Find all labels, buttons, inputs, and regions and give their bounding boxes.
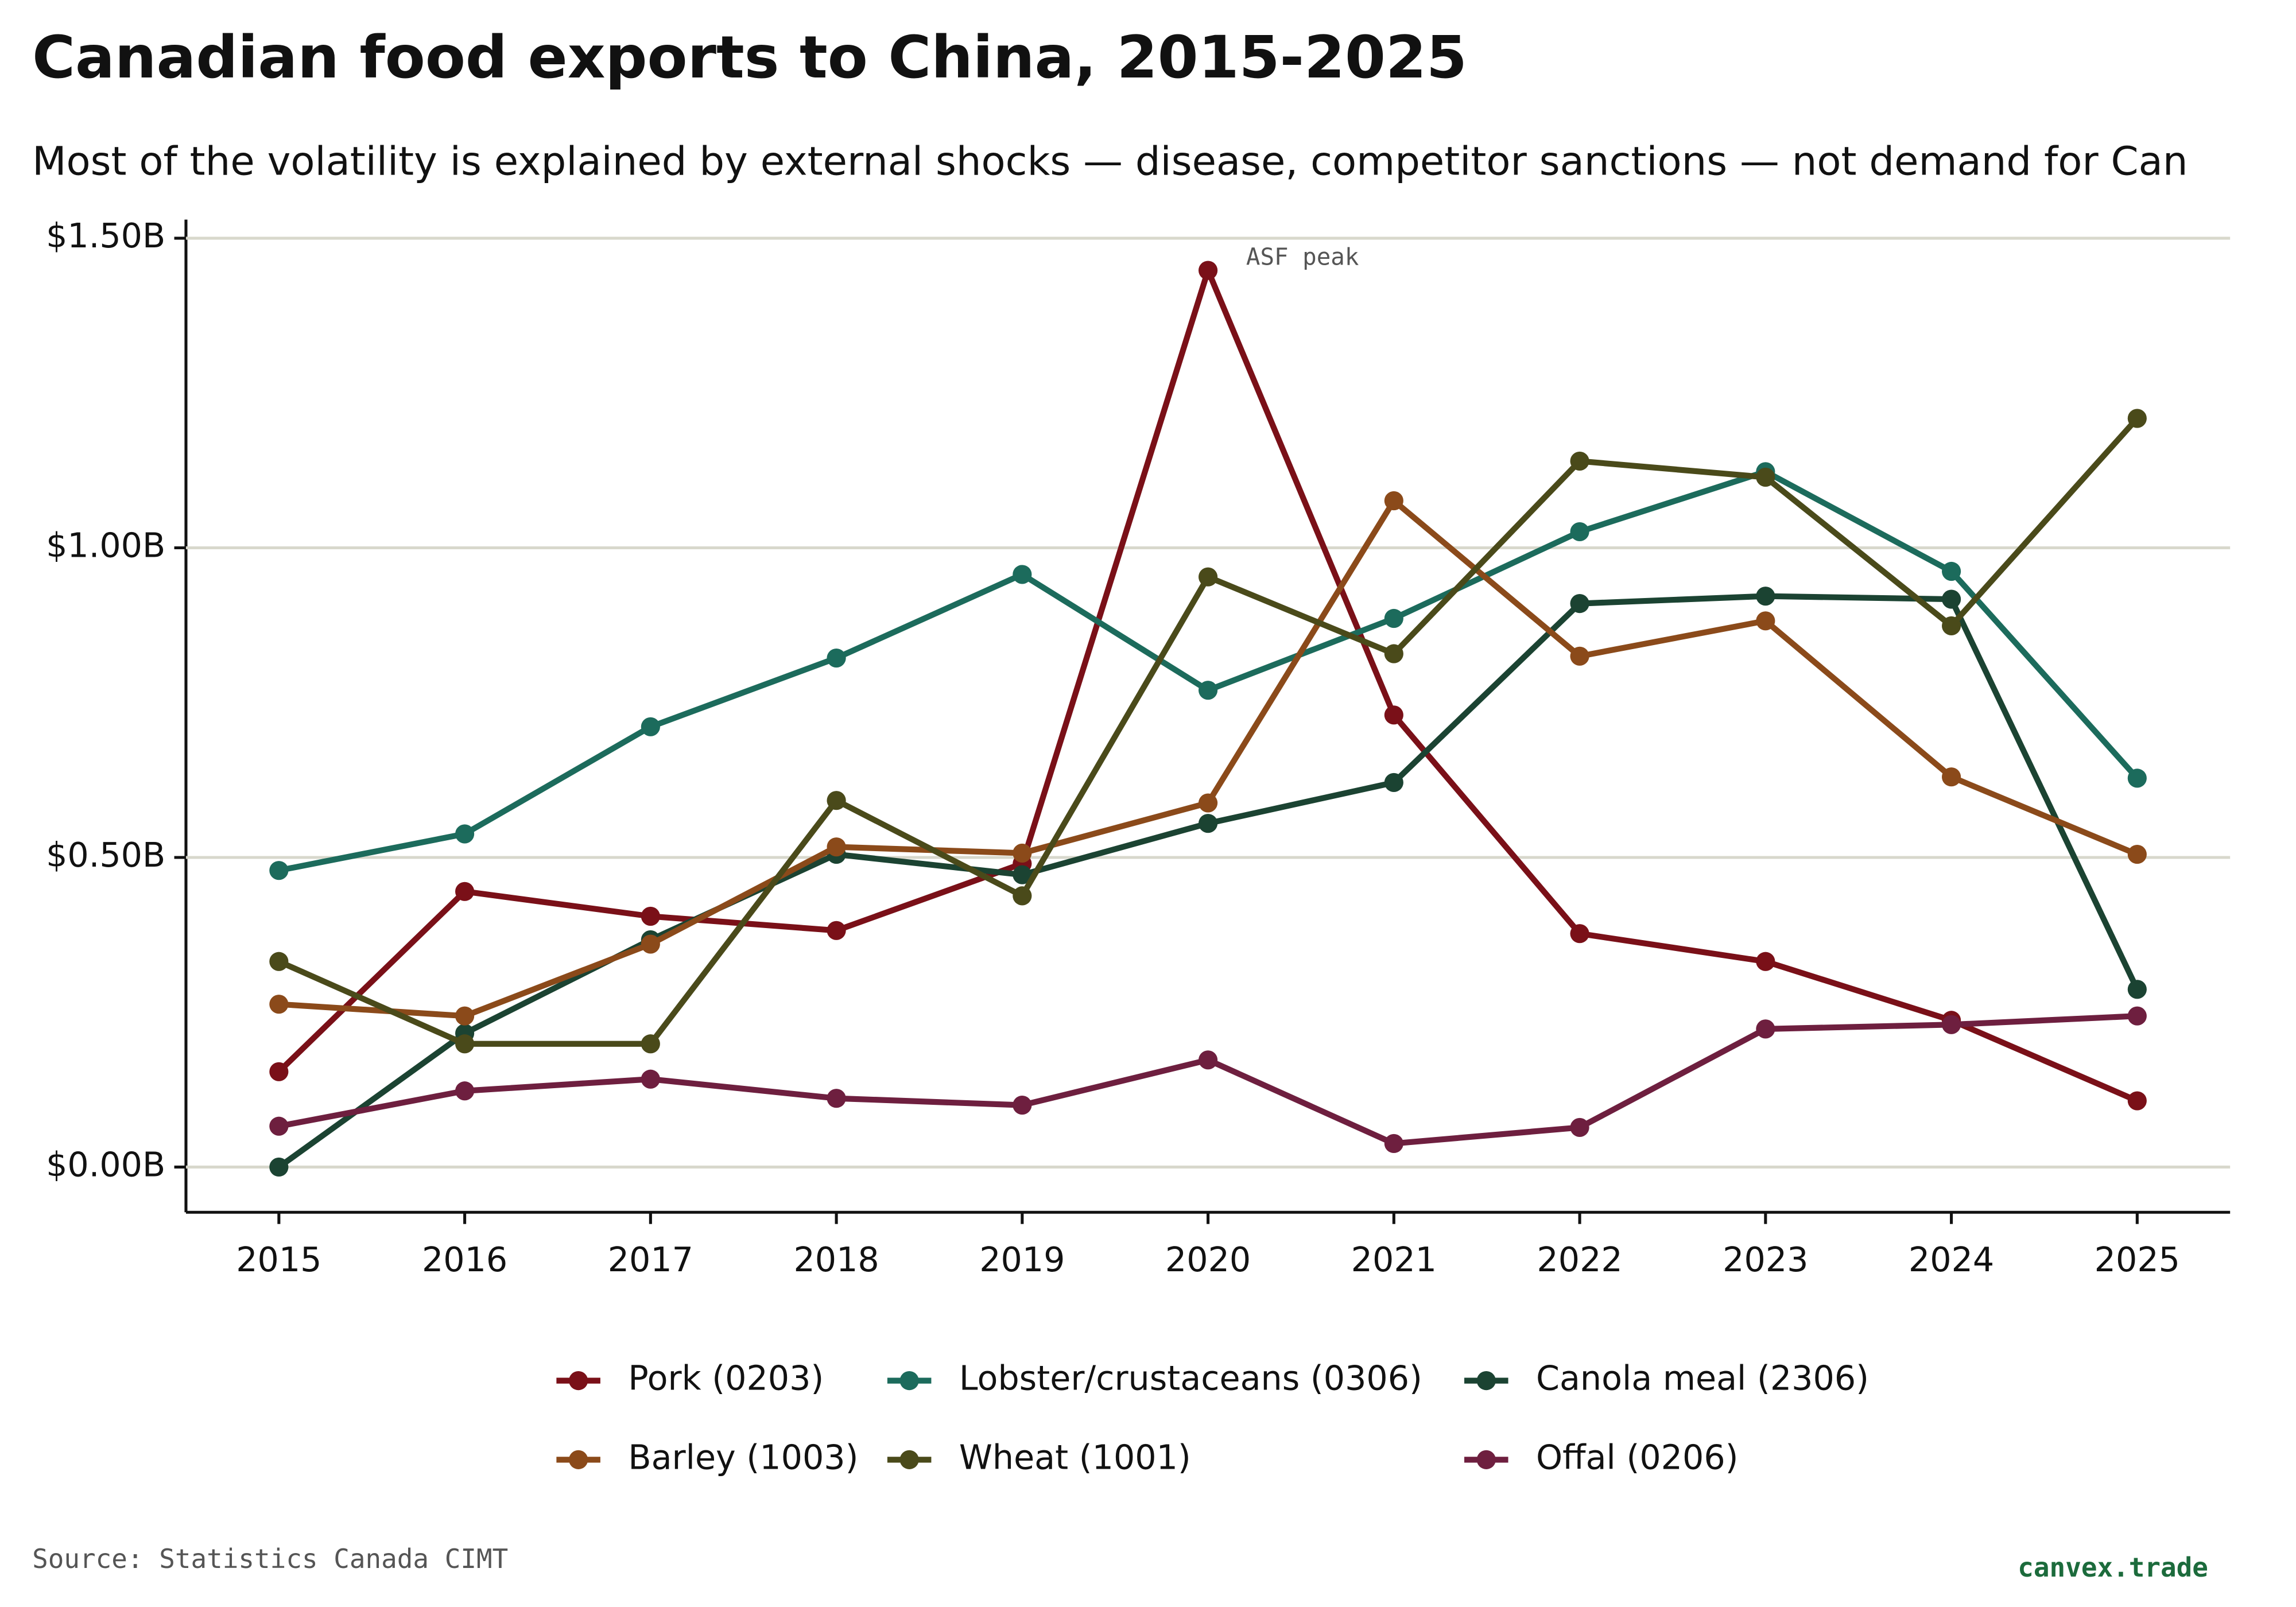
x-tick-label: 2016 <box>422 1240 507 1279</box>
x-tick-label: 2022 <box>1537 1240 1622 1279</box>
data-point <box>2127 1006 2147 1026</box>
data-point <box>827 1089 846 1108</box>
data-point <box>827 921 846 940</box>
x-tick-label: 2023 <box>1723 1240 1808 1279</box>
data-point <box>1384 705 1403 725</box>
data-point <box>269 861 289 880</box>
data-point <box>1199 793 1218 813</box>
data-point <box>455 1034 475 1054</box>
legend-label: Barley (1003) <box>628 1438 858 1477</box>
data-point <box>1199 261 1218 280</box>
data-point <box>641 1069 660 1089</box>
data-point <box>1570 1117 1589 1138</box>
data-point <box>2127 980 2147 999</box>
data-point <box>1384 491 1403 511</box>
x-tick-label: 2025 <box>2095 1240 2180 1279</box>
data-point <box>1199 681 1218 700</box>
data-point <box>455 1006 475 1026</box>
legend-marker <box>1476 1371 1496 1391</box>
legend-marker <box>899 1371 919 1391</box>
legend-marker <box>1476 1450 1496 1469</box>
data-point <box>2127 845 2147 864</box>
legend-label: Canola meal (2306) <box>1536 1359 1869 1398</box>
data-point <box>641 717 660 736</box>
data-point <box>1756 952 1775 971</box>
data-point <box>1384 1134 1403 1154</box>
x-tick-label: 2021 <box>1351 1240 1437 1279</box>
data-point <box>269 1116 289 1136</box>
data-point <box>269 1062 289 1081</box>
data-point <box>1013 843 1032 863</box>
brand: canvex.trade <box>2018 1552 2208 1583</box>
data-point <box>1384 773 1403 793</box>
data-point <box>1942 589 1961 609</box>
legend-marker <box>569 1371 588 1391</box>
data-point <box>1013 886 1032 906</box>
source: Source: Statistics Canada CIMT <box>32 1543 508 1574</box>
data-point <box>641 906 660 926</box>
data-point <box>269 1157 289 1177</box>
legend-marker <box>569 1450 588 1469</box>
y-tick-label: $1.00B <box>46 526 165 565</box>
data-point <box>455 882 475 901</box>
data-point <box>2127 768 2147 788</box>
data-point <box>641 934 660 954</box>
data-point <box>1199 567 1218 587</box>
legend-label: Offal (0206) <box>1536 1438 1739 1477</box>
y-tick-label: $0.00B <box>46 1146 165 1185</box>
data-point <box>455 824 475 844</box>
data-point <box>827 648 846 668</box>
data-point <box>827 791 846 810</box>
chart-title: Canadian food exports to China, 2015-202… <box>32 24 1467 92</box>
data-point <box>1384 608 1403 628</box>
x-tick-label: 2015 <box>236 1240 321 1279</box>
data-point <box>1570 594 1589 614</box>
annotation: ASF peak <box>1246 243 1359 271</box>
data-point <box>269 995 289 1014</box>
data-point <box>1570 646 1589 666</box>
data-point <box>1942 561 1961 581</box>
data-point <box>827 837 846 857</box>
data-point <box>1756 587 1775 606</box>
data-point <box>1756 467 1775 487</box>
data-point <box>1013 1096 1032 1115</box>
x-tick-label: 2019 <box>979 1240 1065 1279</box>
data-point <box>641 1034 660 1054</box>
data-point <box>1570 924 1589 944</box>
data-point <box>1570 451 1589 471</box>
data-point <box>455 1081 475 1101</box>
series-line <box>277 416 2140 1047</box>
data-point <box>1199 814 1218 833</box>
data-point <box>1756 611 1775 631</box>
legend-marker <box>899 1450 919 1469</box>
data-point <box>1570 522 1589 542</box>
legend-label: Lobster/crustaceans (0306) <box>959 1359 1422 1398</box>
x-tick-label: 2018 <box>793 1240 879 1279</box>
data-point <box>1384 644 1403 663</box>
data-point <box>1013 865 1032 884</box>
x-tick-label: 2024 <box>1909 1240 1994 1279</box>
data-point <box>1013 565 1032 584</box>
data-point <box>2127 409 2147 428</box>
chart-subtitle: Most of the volatility is explained by e… <box>32 139 2188 185</box>
data-point <box>1942 1015 1961 1034</box>
data-point <box>1199 1050 1218 1070</box>
data-point <box>2127 1091 2147 1111</box>
legend-label: Pork (0203) <box>628 1359 824 1398</box>
series-line <box>278 1013 2138 1147</box>
data-point <box>1942 767 1961 787</box>
legend-label: Wheat (1001) <box>959 1438 1191 1477</box>
data-point <box>269 952 289 971</box>
y-tick-label: $0.50B <box>46 836 165 875</box>
data-point <box>1942 616 1961 636</box>
x-tick-label: 2017 <box>608 1240 693 1279</box>
data-point <box>1756 1019 1775 1039</box>
y-tick-label: $1.50B <box>46 216 165 255</box>
x-tick-label: 2020 <box>1165 1240 1251 1279</box>
